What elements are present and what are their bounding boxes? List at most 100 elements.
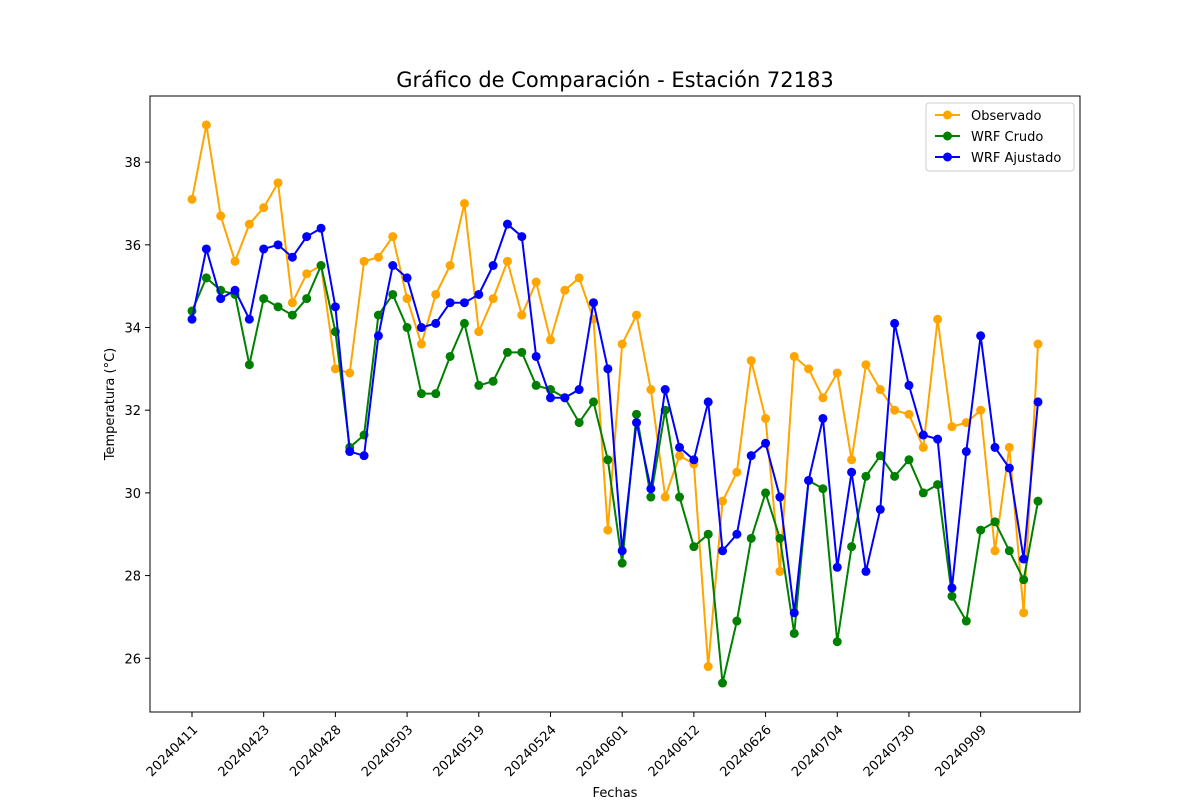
x-tick-label: 20240730 xyxy=(861,723,918,780)
data-point xyxy=(875,385,885,395)
data-point xyxy=(761,438,771,448)
data-point xyxy=(574,273,584,283)
data-point xyxy=(847,542,857,552)
data-point xyxy=(416,389,426,399)
data-point xyxy=(818,484,828,494)
data-point xyxy=(488,261,498,271)
data-point xyxy=(1019,608,1029,618)
data-point xyxy=(990,442,1000,452)
x-tick-label: 20240601 xyxy=(574,723,631,780)
data-point xyxy=(775,492,785,502)
data-point xyxy=(574,385,584,395)
data-point xyxy=(474,327,484,337)
series-line xyxy=(191,264,1039,685)
data-point xyxy=(488,294,498,304)
data-point xyxy=(373,310,383,320)
data-point xyxy=(976,331,986,341)
data-point xyxy=(431,389,441,399)
data-point xyxy=(832,368,842,378)
data-point xyxy=(918,430,928,440)
data-point xyxy=(588,397,598,407)
data-point xyxy=(904,380,914,390)
data-point xyxy=(273,178,283,188)
series-wrf-crudo xyxy=(187,261,1043,688)
data-point xyxy=(517,347,527,357)
series-layer xyxy=(187,120,1043,688)
x-tick-label: 20240428 xyxy=(287,723,344,780)
data-point xyxy=(316,261,326,271)
data-point xyxy=(259,294,269,304)
data-point xyxy=(718,496,728,506)
data-point xyxy=(961,616,971,626)
data-point xyxy=(502,256,512,266)
data-point xyxy=(947,583,957,593)
data-point xyxy=(646,385,656,395)
data-point xyxy=(345,447,355,457)
x-tick-label: 20240519 xyxy=(431,723,488,780)
data-point xyxy=(804,475,814,485)
legend-label: WRF Ajustado xyxy=(971,151,1061,166)
data-point xyxy=(789,628,799,638)
data-point xyxy=(847,455,857,465)
data-point xyxy=(1004,546,1014,556)
data-point xyxy=(445,298,455,308)
legend-marker xyxy=(943,131,952,141)
data-point xyxy=(187,314,197,324)
x-tick-label: 20240411 xyxy=(144,723,201,780)
data-point xyxy=(890,471,900,481)
data-point xyxy=(574,418,584,428)
data-point xyxy=(861,566,871,576)
data-point xyxy=(187,194,197,204)
data-point xyxy=(918,488,928,498)
data-point xyxy=(517,310,527,320)
data-point xyxy=(488,376,498,386)
x-tick-label: 20240626 xyxy=(717,723,774,780)
data-point xyxy=(402,323,412,333)
data-point xyxy=(330,302,340,312)
data-point xyxy=(603,455,613,465)
x-axis: 20240411 20240423 20240428 20240503 20240519… xyxy=(144,712,990,780)
data-point xyxy=(947,422,957,432)
data-point xyxy=(675,442,685,452)
data-point xyxy=(201,244,211,254)
data-point xyxy=(775,566,785,576)
data-point xyxy=(746,533,756,543)
data-point xyxy=(287,298,297,308)
data-point xyxy=(603,364,613,374)
data-point xyxy=(961,418,971,428)
data-point xyxy=(273,302,283,312)
data-point xyxy=(703,662,713,672)
data-point xyxy=(273,240,283,250)
data-point xyxy=(259,203,269,213)
data-point xyxy=(761,413,771,423)
data-point xyxy=(632,418,642,428)
x-tick-label: 20240704 xyxy=(789,723,846,780)
data-point xyxy=(933,314,943,324)
data-point xyxy=(459,198,469,208)
x-tick-label: 20240909 xyxy=(933,723,990,780)
legend-marker xyxy=(943,152,952,162)
data-point xyxy=(689,542,699,552)
data-point xyxy=(230,285,240,295)
data-point xyxy=(918,442,928,452)
data-point xyxy=(976,405,986,415)
legend-marker xyxy=(943,110,952,120)
data-point xyxy=(201,120,211,130)
data-point xyxy=(1019,554,1029,564)
data-point xyxy=(718,678,728,688)
data-point xyxy=(545,393,555,403)
data-point xyxy=(502,219,512,229)
data-point xyxy=(718,546,728,556)
y-tick-label: 30 xyxy=(124,487,141,502)
data-point xyxy=(1004,442,1014,452)
data-point xyxy=(660,492,670,502)
data-point xyxy=(904,455,914,465)
data-point xyxy=(359,256,369,266)
data-point xyxy=(230,256,240,266)
data-point xyxy=(302,232,312,242)
series-observado xyxy=(187,120,1043,672)
data-point xyxy=(617,558,627,568)
data-point xyxy=(603,525,613,535)
data-point xyxy=(703,397,713,407)
data-point xyxy=(373,252,383,262)
